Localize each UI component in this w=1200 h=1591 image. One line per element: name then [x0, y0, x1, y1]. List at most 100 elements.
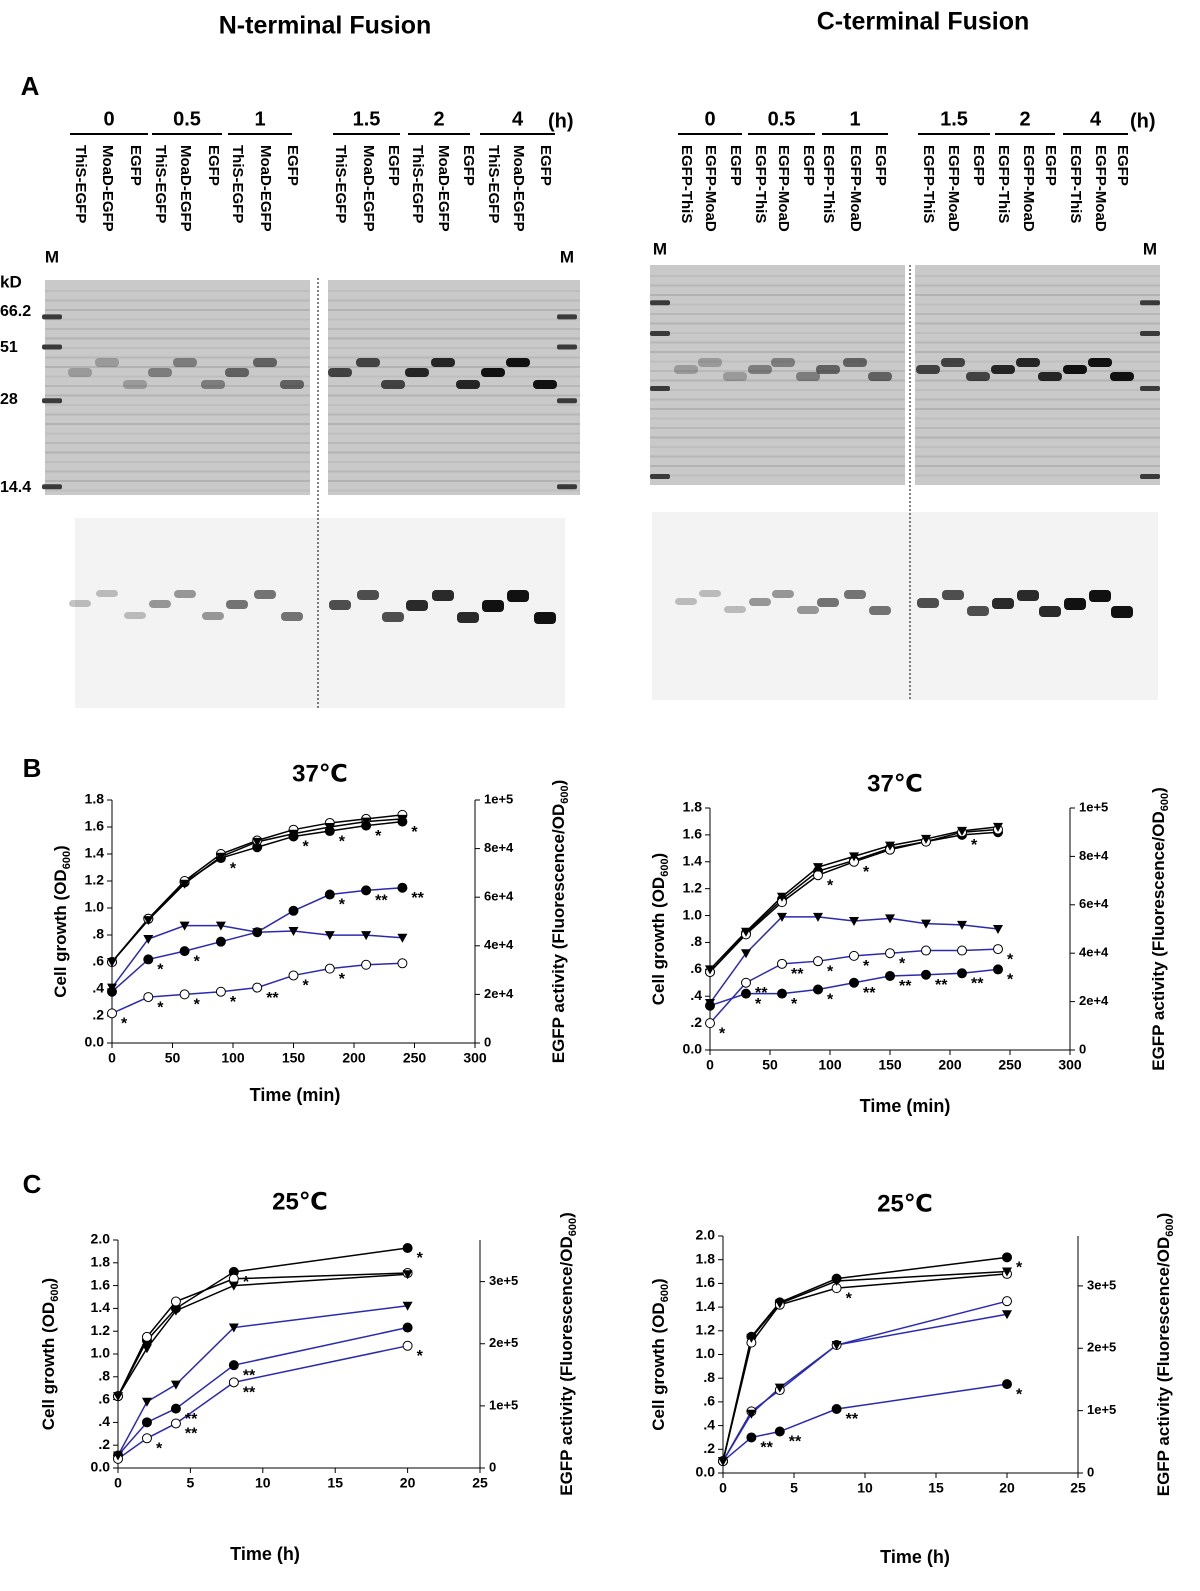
point — [397, 882, 408, 893]
lane-label: EGFP — [460, 145, 477, 186]
x-tick-label: 100 — [221, 1050, 245, 1066]
gel-stripe — [45, 423, 310, 425]
y-tick-label: .2 — [92, 1007, 104, 1023]
significance-mark: ** — [375, 893, 388, 910]
gel-stripe — [45, 318, 310, 321]
gel-stripe — [328, 432, 580, 435]
point — [1002, 1310, 1012, 1320]
size-label: 51 — [0, 339, 18, 356]
significance-mark: * — [194, 997, 201, 1014]
ladder-band — [1140, 386, 1160, 391]
significance-mark: * — [971, 837, 978, 854]
point — [402, 1340, 413, 1351]
x-tick-label: 0 — [108, 1050, 116, 1066]
gel-stripe — [45, 451, 310, 454]
blot-band — [226, 600, 248, 609]
gel-stripe — [328, 404, 580, 406]
gel-band — [253, 358, 277, 367]
gel-stripe — [328, 489, 580, 492]
x-tick-label: 0 — [114, 1475, 122, 1491]
y-axis-label: Cell growth (OD600) — [39, 1278, 60, 1430]
y-tick-label: 0.0 — [91, 1459, 111, 1475]
gel-band — [748, 365, 772, 374]
point — [813, 984, 823, 995]
y2-tick-label: 4e+4 — [484, 937, 514, 952]
gel-stripe — [45, 480, 310, 482]
point — [993, 944, 1003, 955]
y-tick-label: 1.4 — [91, 1299, 111, 1315]
time-label: 1 — [849, 108, 860, 130]
y2-axis-label: EGFP activity (Fluorescence/OD600) — [1149, 787, 1170, 1071]
significance-mark: * — [156, 1441, 163, 1458]
ladder-band — [557, 484, 577, 490]
x-tick-label: 300 — [1058, 1057, 1082, 1073]
gel-band — [533, 380, 557, 389]
y2-tick-label: 0 — [489, 1459, 496, 1474]
point — [107, 983, 117, 993]
y-tick-label: 1.4 — [683, 852, 703, 868]
y-tick-label: 1.6 — [85, 818, 105, 834]
blot-band — [942, 590, 964, 600]
gel-band — [356, 358, 380, 367]
time-label: 0 — [103, 108, 114, 130]
y-axis-label-part: ) — [649, 853, 668, 859]
significance-mark: * — [863, 864, 870, 881]
y-tick-label: 1.8 — [696, 1250, 716, 1266]
y2-tick-label: 0 — [1079, 1041, 1086, 1056]
gel-stripe — [328, 347, 580, 349]
point — [141, 1433, 152, 1444]
point — [228, 1360, 239, 1371]
point — [361, 959, 372, 970]
gel-stripe — [328, 413, 580, 416]
point — [813, 863, 823, 873]
point — [777, 892, 787, 902]
gel-stripe — [915, 417, 1160, 420]
point — [397, 933, 408, 943]
time-label: 1.5 — [940, 108, 968, 130]
y2-axis-label-part: 600 — [1159, 793, 1171, 811]
gel-band — [225, 368, 249, 377]
y-axis-label-part: 600 — [49, 1283, 61, 1301]
lane-label: MoaD-EGFP — [435, 145, 452, 232]
point — [777, 988, 787, 999]
significance-mark: ** — [243, 1385, 256, 1402]
significance-mark: * — [791, 996, 798, 1013]
point — [215, 921, 226, 931]
point — [402, 1301, 413, 1311]
y-tick-label: 1.0 — [683, 906, 703, 922]
blot-band — [1017, 590, 1039, 601]
point — [1002, 1267, 1012, 1277]
point — [746, 1409, 757, 1419]
y-tick-label: .8 — [690, 933, 702, 949]
y-tick-label: .8 — [98, 1368, 110, 1384]
point — [705, 965, 715, 975]
y2-tick-label: 6e+4 — [484, 889, 514, 904]
point — [170, 1380, 181, 1390]
point — [113, 1392, 123, 1402]
gel-band — [280, 380, 304, 389]
gel-stripe — [650, 360, 905, 363]
significance-mark: * — [303, 839, 310, 856]
gel-band — [1038, 372, 1062, 381]
gel-stripe — [650, 417, 905, 420]
point — [397, 814, 408, 824]
y2-axis-label-part: EGFP activity (Fluorescence/OD — [557, 1236, 576, 1496]
x-tick-label: 250 — [403, 1050, 427, 1066]
y2-axis-label-part: ) — [1154, 1213, 1173, 1219]
point — [402, 1322, 413, 1333]
gel-band — [1016, 358, 1040, 367]
size-label: 14.4 — [0, 479, 31, 496]
significance-mark: ** — [243, 1367, 256, 1384]
point — [718, 1457, 728, 1467]
significance-mark: ** — [185, 1411, 198, 1428]
x-tick-label: 15 — [928, 1480, 944, 1496]
ladder-band — [557, 344, 577, 350]
point — [813, 956, 823, 967]
y-tick-label: 2.0 — [696, 1227, 716, 1243]
y2-axis-label-part: EGFP activity (Fluorescence/OD — [1154, 1237, 1173, 1497]
lane-label: ThiS-EGFP — [409, 145, 426, 223]
significance-mark: ** — [863, 985, 876, 1002]
gel-band — [148, 368, 172, 377]
point — [179, 989, 190, 1000]
